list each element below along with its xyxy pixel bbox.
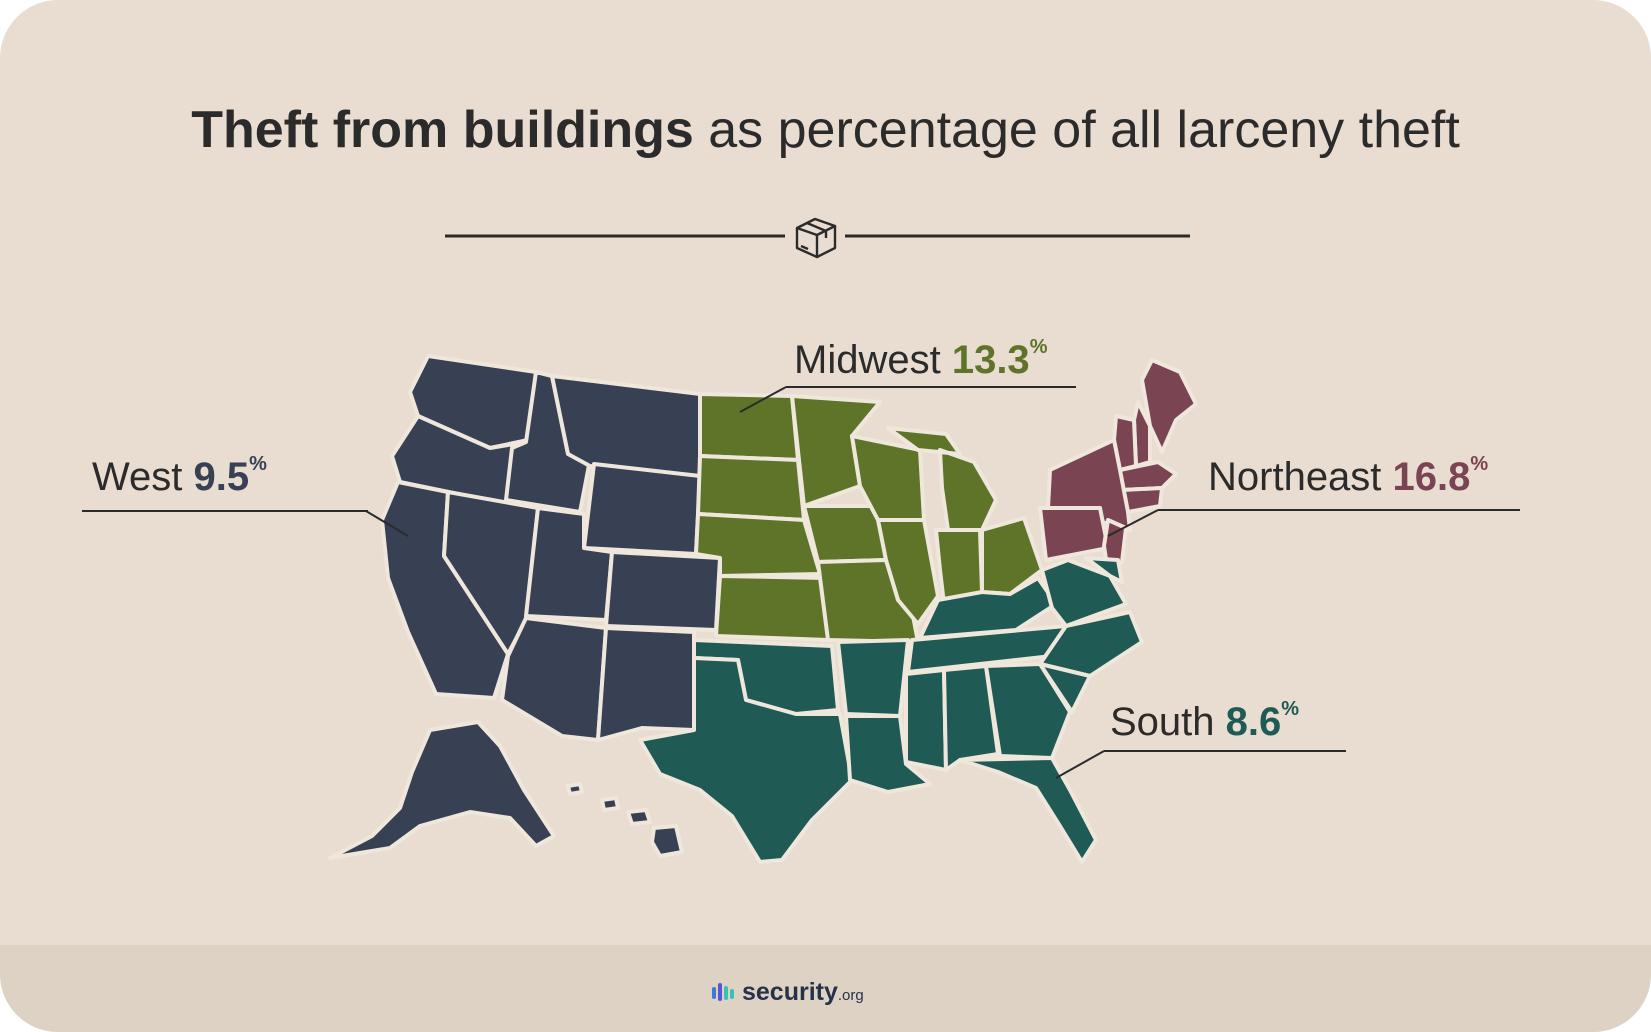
region-northeast bbox=[1038, 358, 1198, 574]
state-florida bbox=[958, 756, 1098, 864]
state-alaska bbox=[328, 720, 556, 860]
region-west bbox=[328, 354, 722, 860]
state-south-carolina bbox=[1038, 662, 1092, 714]
leader-line-south bbox=[1104, 750, 1346, 752]
page-title: Theft from buildings as percentage of al… bbox=[0, 100, 1651, 160]
state-texas bbox=[638, 656, 854, 864]
state-maryland-de bbox=[1084, 556, 1124, 584]
label-northeast-value: 16.8 bbox=[1392, 455, 1471, 499]
leader-line-northeast bbox=[1158, 509, 1520, 511]
leader-line-midwest bbox=[786, 386, 1076, 388]
state-georgia bbox=[984, 662, 1072, 760]
state-kansas bbox=[714, 574, 830, 642]
label-west-name: West bbox=[92, 455, 183, 499]
label-midwest-unit: % bbox=[1029, 336, 1048, 358]
label-northeast: Northeast 16.8% bbox=[1208, 453, 1489, 500]
state-mississippi bbox=[904, 668, 948, 772]
title-divider bbox=[445, 217, 1190, 259]
title-bold: Theft from buildings bbox=[191, 101, 694, 159]
state-illinois bbox=[876, 518, 940, 626]
logo-text: security.org bbox=[742, 978, 864, 1007]
label-northeast-unit: % bbox=[1470, 453, 1489, 475]
label-midwest-value: 13.3 bbox=[951, 338, 1030, 382]
state-north-dakota bbox=[698, 392, 800, 462]
state-hawaii bbox=[566, 782, 684, 858]
package-box-icon bbox=[795, 217, 837, 259]
label-midwest: Midwest 13.3% bbox=[794, 336, 1048, 383]
state-pennsylvania bbox=[1038, 506, 1110, 562]
state-colorado bbox=[604, 550, 722, 632]
label-south-value: 8.6 bbox=[1225, 700, 1282, 744]
state-maine bbox=[1140, 358, 1198, 454]
label-northeast-name: Northeast bbox=[1208, 455, 1382, 499]
label-south-name: South bbox=[1110, 700, 1215, 744]
state-new-mexico bbox=[596, 626, 696, 742]
label-midwest-name: Midwest bbox=[794, 338, 941, 382]
state-louisiana bbox=[844, 714, 932, 794]
security-org-logo-icon bbox=[712, 983, 734, 1001]
state-massachusetts bbox=[1118, 460, 1178, 492]
state-alabama bbox=[942, 664, 1000, 772]
region-south bbox=[638, 556, 1144, 864]
footer-band bbox=[0, 945, 1651, 1032]
title-rest: as percentage of all larceny theft bbox=[708, 101, 1460, 159]
security-org-logo[interactable]: security.org bbox=[710, 972, 864, 1012]
logo-brand: security bbox=[742, 977, 838, 1006]
label-south-unit: % bbox=[1281, 698, 1300, 720]
leader-line-west bbox=[82, 510, 368, 512]
label-west: West 9.5% bbox=[92, 453, 267, 500]
logo-suffix: .org bbox=[837, 986, 864, 1004]
state-north-carolina bbox=[1038, 610, 1144, 678]
label-west-unit: % bbox=[249, 453, 267, 475]
state-arizona bbox=[500, 616, 608, 742]
state-south-dakota bbox=[696, 454, 806, 522]
state-wyoming bbox=[582, 462, 702, 556]
label-south: South 8.6% bbox=[1110, 698, 1300, 745]
state-virginia-wv bbox=[1040, 558, 1128, 628]
label-west-value: 9.5 bbox=[193, 455, 250, 499]
state-ohio bbox=[980, 516, 1044, 596]
state-arkansas bbox=[836, 638, 910, 718]
